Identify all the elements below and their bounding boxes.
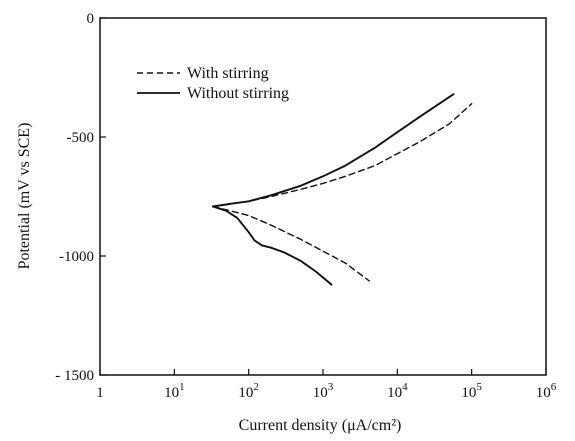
legend-label-with-stirring: With stirring [187,65,269,82]
series-without-stirring [211,93,455,286]
y-tick-label: - 1500 [55,368,94,384]
x-tick-label: 102 [238,381,259,401]
axis-ticks: 1 101 102 103 104 105 106 0 -500 -1000 - 1500 [55,11,557,401]
y-axis-title: Potential (mV vs SCE) [16,123,33,270]
y-tick-label: -500 [67,130,95,146]
x-tick-label: 104 [387,381,408,401]
x-tick-label: 106 [536,381,557,401]
legend-label-without-stirring: Without stirring [187,85,289,102]
x-tick-label: 1 [96,385,104,401]
plot-frame [99,17,547,376]
series-with-stirring [212,103,473,282]
y-tick-label: -1000 [59,249,94,265]
series-line-without-stirring-anodic [211,93,455,208]
x-axis-title: Current density (μA/cm²) [239,417,402,434]
series-line-with-stirring-cathodic [212,205,370,282]
y-tick-label: 0 [87,11,95,27]
series-line-with-stirring-anodic [212,103,473,208]
series-layer [211,93,473,286]
series-line-without-stirring-cathodic [211,205,333,286]
legend: With stirring Without stirring [137,65,289,102]
x-tick-label: 103 [313,381,334,401]
x-tick-label: 101 [164,381,185,401]
x-tick-label: 105 [461,381,482,401]
